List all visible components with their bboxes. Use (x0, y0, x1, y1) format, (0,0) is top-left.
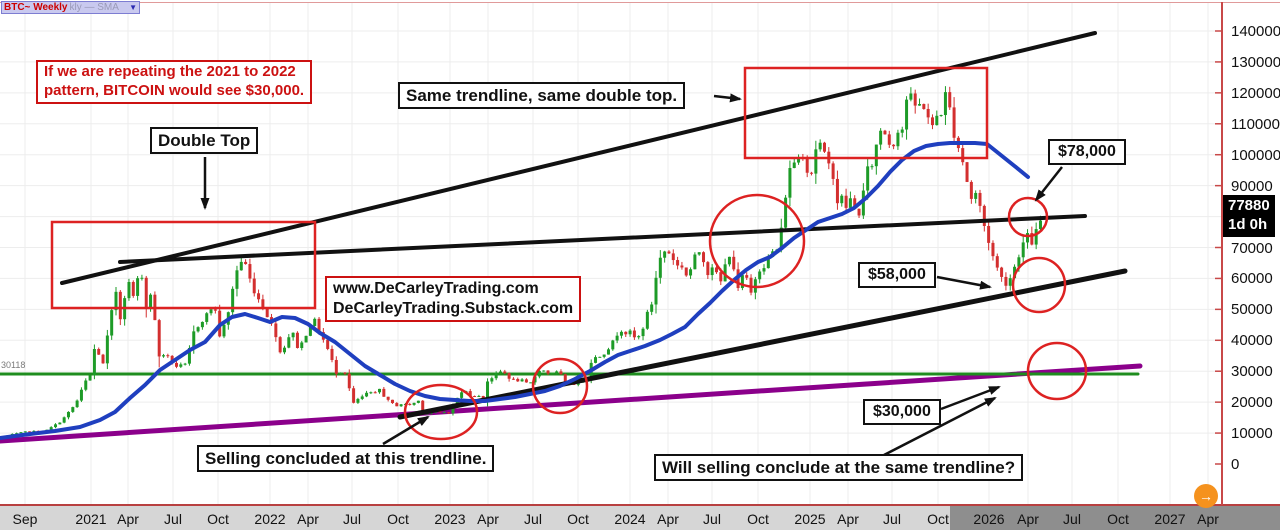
price-axis-label: 50000 (1231, 301, 1273, 319)
pattern-note-line1: If we are repeating the 2021 to 2022 (44, 63, 296, 80)
level-30118-label: 30118 (1, 360, 26, 370)
price-58k-callout: $58,000 (858, 262, 936, 288)
timeframe-label: Weekly (33, 2, 68, 13)
time-axis-label: Apr (297, 511, 319, 527)
time-axis-label: Sep (12, 511, 38, 527)
time-axis-label: 2023 (434, 511, 466, 527)
pattern-note-callout: If we are repeating the 2021 to 2022 pat… (36, 60, 313, 104)
time-axis-label: Oct (927, 511, 949, 527)
arrow-right-icon: → (1199, 488, 1213, 504)
scroll-right-button[interactable]: → (1194, 484, 1218, 508)
same-trendline-callout: Same trendline, same double top. (398, 82, 686, 110)
price-axis-label: 0 (1231, 456, 1240, 473)
time-axis-label: Oct (1107, 511, 1129, 527)
price-axis-label: 120000 (1231, 84, 1280, 102)
website-line2: DeCarleyTrading.Substack.com (333, 300, 574, 317)
time-axis-label: Jul (343, 511, 361, 527)
time-axis-label: 2025 (794, 511, 826, 527)
pattern-note-line2: pattern, BITCOIN would see $30,000. (44, 81, 305, 99)
price-axis-label: 60000 (1231, 270, 1273, 288)
website-callout: www.DeCarleyTrading.com DeCarleyTrading.… (325, 276, 582, 322)
bar-countdown: 1d 0h (1228, 215, 1268, 233)
time-axis-label: Jul (164, 511, 182, 527)
time-axis-label: 2022 (254, 511, 286, 527)
price-axis-label: 20000 (1231, 394, 1273, 412)
price-axis-label: 110000 (1231, 115, 1280, 133)
price-axis-label: 30000 (1231, 363, 1273, 381)
time-axis-label: Oct (567, 511, 589, 527)
time-axis-label: Apr (1017, 511, 1039, 527)
last-price-value: 77880 (1228, 197, 1270, 214)
price-chart-canvas (0, 3, 1221, 504)
price-axis-label: 100000 (1231, 146, 1280, 164)
time-axis-label: Jul (1063, 511, 1081, 527)
time-axis-label: Jul (524, 511, 542, 527)
chevron-down-icon[interactable]: ▼ (129, 3, 137, 12)
symbol-label: BTC~ (4, 2, 31, 13)
last-price-badge: 77880 1d 0h (1223, 195, 1275, 237)
price-30k-callout: $30,000 (863, 399, 941, 425)
double-top-callout: Double Top (150, 127, 259, 155)
symbol-selector[interactable]: BTC~ Weekly kly — SMA ▼ (1, 1, 140, 14)
time-axis-label: Jul (883, 511, 901, 527)
price-axis-label: 140000 (1231, 23, 1280, 40)
time-axis-label: 2026 (973, 511, 1005, 527)
symbol-ghost-text: kly — SMA (69, 2, 119, 13)
selling-concluded-callout: Selling concluded at this trendline. (197, 445, 495, 473)
time-axis-label: Apr (837, 511, 859, 527)
website-line1: www.DeCarleyTrading.com (333, 280, 539, 297)
time-axis-future-zone (950, 506, 1280, 530)
will-selling-callout: Will selling conclude at the same trendl… (654, 454, 1024, 482)
price-axis-label: 90000 (1231, 177, 1273, 195)
time-axis-label: Oct (747, 511, 769, 527)
time-axis-label: Jul (703, 511, 721, 527)
price-axis-line (1221, 2, 1223, 505)
time-axis-label: 2027 (1154, 511, 1186, 527)
time-axis-label: Apr (657, 511, 679, 527)
time-axis-label: Oct (207, 511, 229, 527)
bottom-border-line (0, 504, 1280, 506)
time-axis-label: 2024 (614, 511, 646, 527)
time-axis-label: Oct (387, 511, 409, 527)
price-axis-label: 10000 (1231, 425, 1273, 443)
price-78k-callout: $78,000 (1048, 139, 1126, 165)
time-axis-label: Apr (1197, 511, 1219, 527)
price-axis-label: 40000 (1231, 332, 1273, 350)
time-axis-label: Apr (477, 511, 499, 527)
time-axis-label: Apr (117, 511, 139, 527)
price-axis-label: 70000 (1231, 239, 1273, 257)
top-border-line (0, 2, 1280, 3)
price-axis-label: 130000 (1231, 53, 1280, 71)
time-axis-label: 2021 (75, 511, 107, 527)
